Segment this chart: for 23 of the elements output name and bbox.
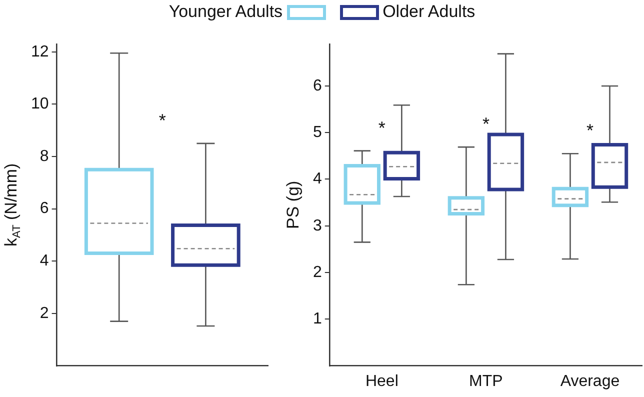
y-tick-label: 6 (40, 200, 49, 218)
annotation: * (482, 114, 490, 134)
annotation: * (158, 110, 166, 130)
y-tick-label: 1 (312, 310, 322, 328)
x-tick-label: Heel (365, 372, 398, 390)
x-tick-label: Average (560, 372, 620, 390)
legend-label: Older Adults (382, 2, 476, 22)
y-tick-label: 4 (312, 170, 322, 188)
y-tick-label: 6 (312, 77, 322, 94)
annotation: * (378, 118, 386, 138)
y-tick-label: 2 (40, 304, 49, 322)
y-tick-label: 12 (31, 43, 49, 60)
x-tick-label: MTP (469, 372, 503, 390)
y-tick-label: 2 (312, 264, 322, 281)
y-tick-label: 8 (40, 148, 49, 165)
annotation: * (586, 120, 594, 141)
y-tick-label: 3 (312, 217, 322, 234)
y-tick-label: 5 (312, 124, 322, 142)
text: Younger Adults (168, 2, 283, 22)
y-tick-label: 4 (40, 252, 49, 270)
y-tick-label: 10 (31, 96, 49, 113)
y-axis-title: kAT (N/mm) (2, 163, 24, 246)
y-axis-title: PS (g) (284, 180, 303, 229)
